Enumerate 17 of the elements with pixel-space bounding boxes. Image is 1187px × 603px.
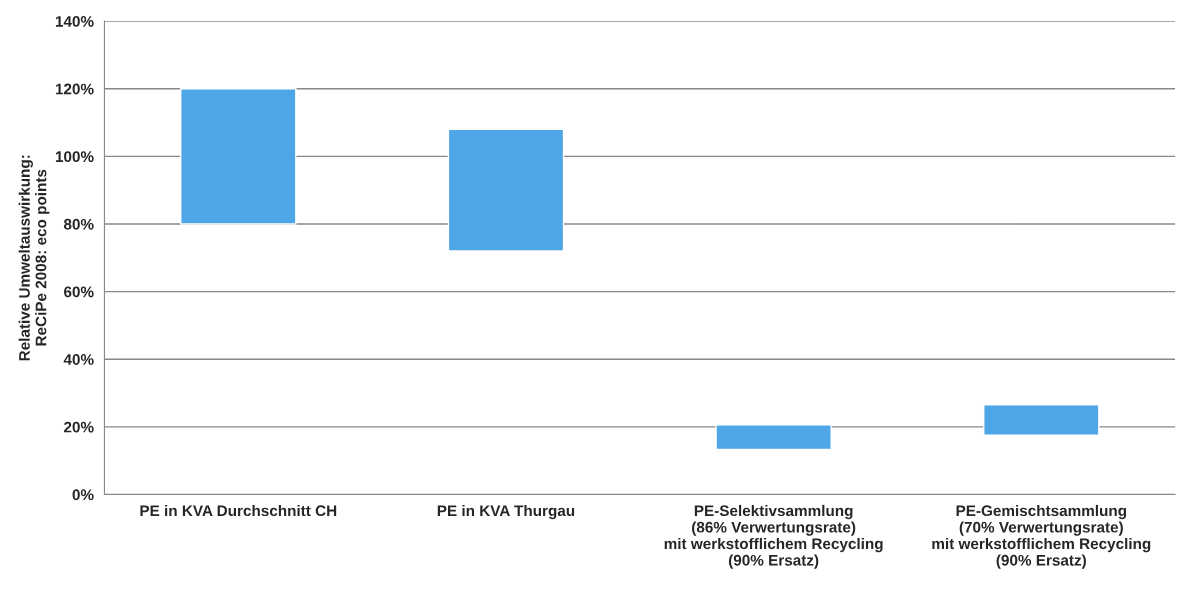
- y-tick-label: 60%: [64, 286, 94, 298]
- y-tick-label: 40%: [63, 354, 94, 365]
- x-tick-label: PE in KVA Durchschnitt CH: [140, 504, 337, 517]
- y-tick-label: 140%: [55, 15, 94, 27]
- bar: [983, 404, 1100, 436]
- y-tick-label: 120%: [55, 83, 94, 95]
- x-tick-label: PE in KVA Thurgau: [437, 504, 575, 520]
- x-tick-label: PE-Gemischtsammlung (70% Verwertungsrate) mit werkstofflichem Recycling (90% Ersatz): [932, 504, 1151, 569]
- y-tick-label: 100%: [55, 151, 94, 163]
- y-tick-label: 20%: [63, 421, 94, 433]
- y-tick-label: 80%: [63, 218, 94, 230]
- x-tick-label: PE-Selektivsammlung (86% Verwertungsrate) mit werkstofflichem Recycling (90% Ersatz): [664, 504, 883, 569]
- bar: [715, 424, 832, 451]
- bar: [447, 128, 565, 252]
- bar: [180, 88, 297, 225]
- y-tick-label: 0%: [72, 489, 94, 501]
- y-axis-title: Relative Umweltauswirkung: ReCiPe 2008: eco points: [18, 155, 50, 361]
